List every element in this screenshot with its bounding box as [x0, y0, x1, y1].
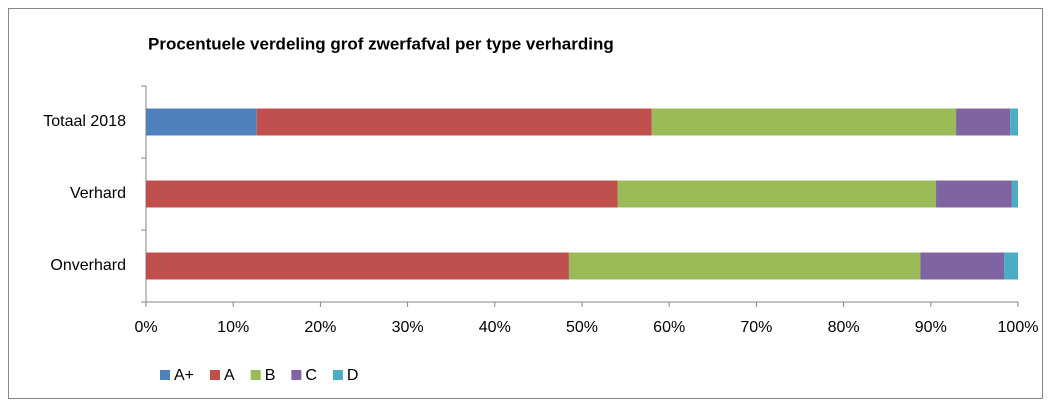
bar-segment [920, 252, 1005, 280]
legend-swatch [291, 370, 302, 380]
legend-label: B [265, 367, 276, 384]
legend-label: D [347, 367, 359, 384]
legend-label: A [224, 367, 235, 384]
x-tick-label: 70% [740, 319, 772, 336]
x-tick-label: 80% [828, 319, 860, 336]
x-tick-label: 10% [217, 319, 249, 336]
bar-segment [1010, 108, 1018, 136]
bar-segment [568, 252, 921, 280]
x-tick-label: 60% [653, 319, 685, 336]
y-tick-label: Totaal 2018 [43, 113, 126, 130]
bar-segment [146, 252, 569, 280]
x-tick-label: 40% [479, 319, 511, 336]
legend-swatch [250, 370, 261, 380]
x-tick-label: 0% [134, 319, 157, 336]
bar-segment [146, 180, 618, 208]
legend-swatch [210, 370, 221, 380]
bar-segment [651, 108, 957, 136]
bar-segment [256, 108, 652, 136]
bar-segment [1011, 180, 1018, 208]
bar-segment [146, 108, 257, 136]
x-tick-label: 100% [998, 319, 1039, 336]
bar-segment [956, 108, 1011, 136]
y-tick-label: Onverhard [50, 257, 126, 274]
y-tick-label: Verhard [70, 185, 126, 202]
bar-segment [936, 180, 1012, 208]
chart-title: Procentuele verdeling grof zwerfafval pe… [148, 34, 614, 53]
x-tick-label: 30% [392, 319, 424, 336]
bar-segment [617, 180, 937, 208]
legend-swatch [160, 370, 170, 380]
legend-swatch [332, 370, 343, 380]
legend-label: A+ [174, 367, 194, 384]
x-tick-label: 50% [566, 319, 598, 336]
legend-label: C [305, 367, 317, 384]
bar-segment [1004, 252, 1018, 280]
x-tick-label: 90% [915, 319, 947, 336]
x-tick-label: 20% [304, 319, 336, 336]
